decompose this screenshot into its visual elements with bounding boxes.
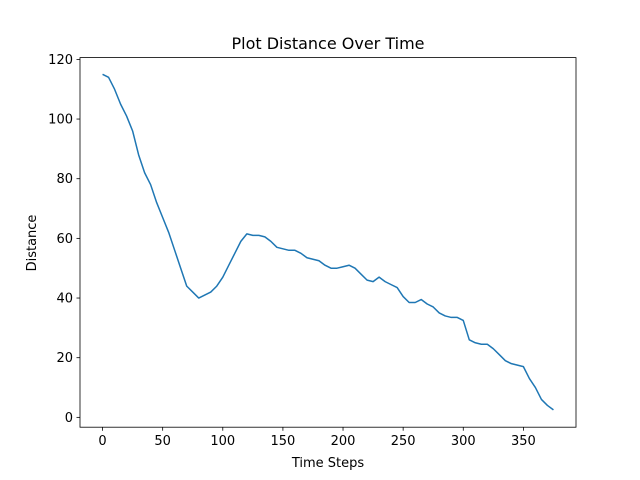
y-tick-label: 100: [48, 113, 73, 128]
x-tick-label: 350: [511, 434, 536, 449]
y-axis-label: Distance: [25, 215, 40, 272]
x-tick-label: 50: [154, 434, 171, 449]
y-tick-label: 40: [56, 292, 73, 307]
x-tick-label: 100: [210, 434, 235, 449]
y-tick-label: 120: [48, 53, 73, 68]
y-tick-label: 60: [56, 232, 73, 247]
plot-frame: [79, 57, 577, 428]
x-tick-label: 200: [331, 434, 356, 449]
x-tick-label: 250: [391, 434, 416, 449]
x-tick-label: 300: [451, 434, 476, 449]
x-axis-label: Time Steps: [291, 456, 365, 471]
y-tick-label: 20: [56, 351, 73, 366]
y-tick-label: 0: [65, 411, 73, 426]
x-tick-label: 150: [270, 434, 295, 449]
x-tick-label: 0: [98, 434, 106, 449]
y-tick-label: 80: [56, 172, 73, 187]
data-line: [102, 73, 554, 411]
chart-title: Plot Distance Over Time: [231, 34, 424, 53]
